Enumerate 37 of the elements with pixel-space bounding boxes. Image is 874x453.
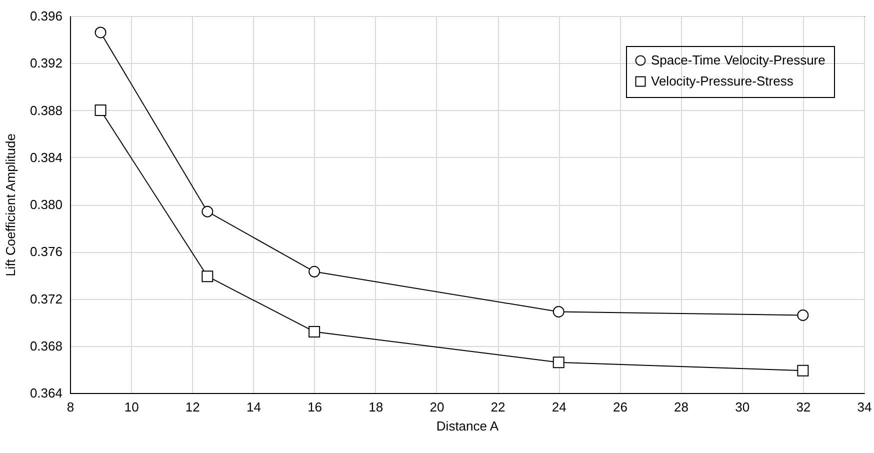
point <box>797 310 809 321</box>
y-tick-label: 0.364 <box>30 386 62 400</box>
x-tick-label: 14 <box>246 400 261 414</box>
point <box>308 266 320 278</box>
point <box>94 104 106 116</box>
x-tick-label: 18 <box>368 400 384 414</box>
legend-label: Space-Time Velocity-Pressure <box>651 52 826 68</box>
y-tick-label: 0.376 <box>30 244 62 260</box>
point <box>202 270 214 282</box>
point <box>552 306 564 318</box>
x-axis-title: Distance A <box>436 418 499 434</box>
x-tick-label: 32 <box>796 400 811 414</box>
x-tick-label: 30 <box>735 400 750 414</box>
x-tick-label: 22 <box>490 400 506 414</box>
point <box>797 364 809 376</box>
y-tick-label: 0.384 <box>30 150 62 165</box>
x-tick-label: 10 <box>124 400 139 414</box>
y-axis-title: Lift Coefficient Amplitude <box>2 134 18 276</box>
x-tick-label: 8 <box>66 400 74 414</box>
y-tick-label: 0.372 <box>30 291 62 306</box>
x-tick-label: 24 <box>552 400 566 414</box>
point <box>552 356 564 368</box>
y-tick-label: 0.380 <box>30 197 62 212</box>
x-tick-label: 20 <box>430 400 444 414</box>
x-tick-label: 28 <box>674 400 689 414</box>
x-tick-label: 34 <box>857 400 872 414</box>
y-tick-label: 0.388 <box>30 102 62 118</box>
y-tick-label: 0.396 <box>30 8 62 24</box>
point <box>94 26 106 38</box>
x-tick-label: 16 <box>308 400 322 414</box>
x-tick-label: 12 <box>185 400 200 414</box>
x-tick-label: 26 <box>612 400 628 414</box>
y-tick-label: 0.368 <box>30 338 62 354</box>
point <box>202 206 214 218</box>
point <box>308 326 320 338</box>
y-tick-label: 0.392 <box>30 56 62 71</box>
legend-label: Velocity-Pressure-Stress <box>651 74 794 88</box>
